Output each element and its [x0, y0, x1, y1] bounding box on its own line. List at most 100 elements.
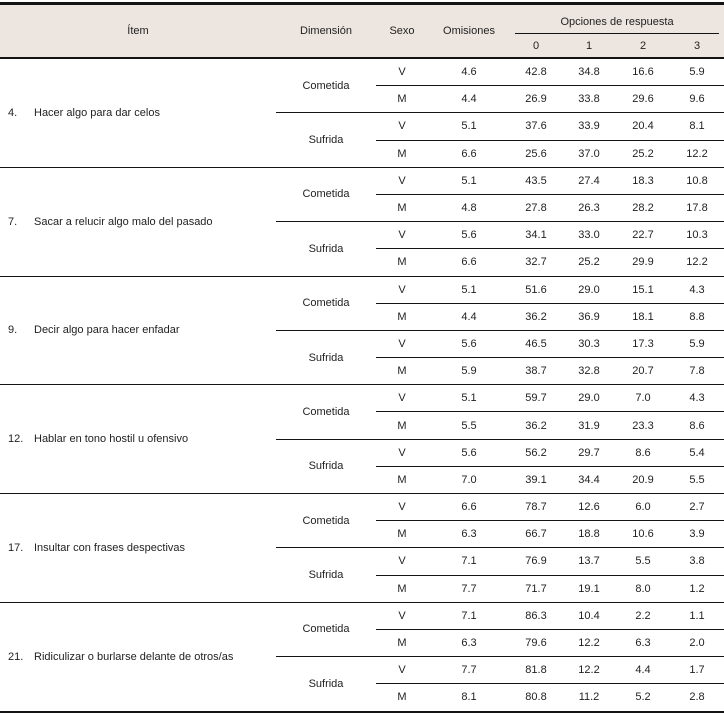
item-cell: 7. Sacar a relucir algo malo del pasado [0, 167, 276, 276]
option-value-cell: 5.9 [689, 66, 705, 79]
table-row: 4. Hacer algo para dar celos Cometida V 4.6 4… [0, 58, 724, 119]
dimension-cell: Sufrida [276, 329, 376, 385]
sexo-cell: V [376, 329, 428, 358]
table-row: 12. Hablar en tono hostil u ofensivo Comet… [0, 385, 724, 445]
option-value-cell: 6.3 [616, 628, 670, 657]
item-cell: 21. Ridiculizar o burlarse delante de otr… [0, 602, 276, 711]
item-group: 17. Insultar con frases despectivas Cometi… [0, 493, 724, 603]
item-cell: 9. Decir algo para hacer enfadar [0, 276, 276, 385]
option-value-cell: 29.0 [578, 392, 600, 405]
option-value-cell: 18.8 [562, 520, 616, 548]
option-value-cell: 66.7 [510, 520, 562, 548]
sexo-cell: M [376, 683, 428, 712]
option-value-cell: 81.8 [510, 656, 562, 684]
omisiones-cell: 6.3 [428, 520, 510, 548]
option-value-cell: 7.0 [635, 392, 651, 405]
option-value-cell: 42.8 [525, 66, 547, 79]
omisiones-cell: 5.1 [461, 283, 477, 296]
option-value-cell: 5.5 [670, 465, 724, 494]
omisiones-cell: 5.5 [428, 411, 510, 440]
option-value-cell: 80.8 [510, 683, 562, 712]
option-value-cell: 34.4 [562, 465, 616, 494]
sexo-cell: M [376, 628, 428, 657]
option-value-cell: 56.2 [510, 438, 562, 467]
option-value-cell: 10.3 [670, 221, 724, 249]
option-value-cell: 2.7 [689, 501, 705, 514]
omisiones-cell: 7.0 [428, 465, 510, 494]
omisiones-cell: 5.6 [428, 221, 510, 249]
sexo-cell: M [376, 357, 428, 385]
item-label: Insultar con frases despectivas [34, 541, 186, 554]
option-value-cell: 31.9 [562, 411, 616, 440]
dimension-cell: Cometida [302, 405, 350, 418]
omisiones-cell: 7.7 [428, 656, 510, 684]
omisiones-cell: 6.6 [461, 501, 477, 514]
option-value-cell: 33.9 [562, 112, 616, 141]
dimension-cell: Cometida [302, 188, 350, 201]
option-value-cell: 25.2 [616, 139, 670, 168]
option-value-cell: 5.5 [616, 547, 670, 576]
dimension-cell: Cometida [302, 297, 350, 310]
sexo-cell: M [376, 411, 428, 440]
sexo-cell: M [376, 574, 428, 603]
table-row: 21. Ridiculizar o burlarse delante de otr… [0, 602, 724, 663]
omisiones-cell: 4.8 [428, 193, 510, 222]
table-row: 17. Insultar con frases despectivas Cometi… [0, 494, 724, 554]
option-value-cell: 39.1 [510, 465, 562, 494]
item-label: Sacar a relucir algo malo del pasado [34, 215, 213, 228]
table-row: M 7.7 71.7 19.1 8.0 1.2 [0, 574, 724, 603]
omisiones-cell: 5.6 [428, 329, 510, 358]
option-value-cell: 20.9 [616, 465, 670, 494]
table-row: Sufrida V 5.6 46.5 30.3 17.3 5.9 [0, 329, 724, 385]
option-value-cell: 5.9 [670, 329, 724, 358]
option-value-cell: 6.0 [635, 501, 651, 514]
option-value-cell: 2.2 [635, 609, 651, 622]
option-value-cell: 2.0 [670, 628, 724, 657]
table-row: M 6.6 32.7 25.2 29.9 12.2 [0, 248, 724, 276]
column-header-opciones-group: Opciones de respuesta [510, 4, 724, 34]
omisiones-cell: 6.6 [428, 248, 510, 276]
option-value-cell: 8.0 [616, 574, 670, 603]
option-value-cell: 59.7 [525, 392, 547, 405]
option-value-cell: 26.9 [510, 85, 562, 113]
table-row: Sufrida V 5.6 56.2 29.7 8.6 5.4 [0, 438, 724, 494]
option-value-cell: 15.1 [632, 283, 654, 296]
item-number: 4. [8, 106, 18, 119]
option-value-cell: 38.7 [510, 357, 562, 385]
omisiones-cell: 5.1 [428, 112, 510, 141]
item-number: 9. [8, 324, 18, 337]
option-value-cell: 12.6 [578, 501, 600, 514]
sexo-cell: M [376, 520, 428, 548]
dimension-cell: Sufrida [276, 547, 376, 603]
table-row: Sufrida V 5.6 34.1 33.0 22.7 10.3 [0, 221, 724, 276]
omisiones-cell: 6.6 [428, 139, 510, 168]
option-value-cell: 36.9 [562, 302, 616, 331]
option-value-cell: 30.3 [562, 329, 616, 358]
option-value-cell: 76.9 [510, 547, 562, 576]
option-value-cell: 37.6 [510, 112, 562, 141]
option-value-cell: 20.4 [616, 112, 670, 141]
option-value-cell: 4.3 [689, 283, 705, 296]
table-row: M 4.8 27.8 26.3 28.2 17.8 [0, 193, 724, 222]
sexo-cell: V [398, 283, 406, 296]
dimension-cell: Sufrida [276, 656, 376, 712]
sexo-cell: V [398, 392, 406, 405]
option-value-cell: 23.3 [616, 411, 670, 440]
option-value-cell: 36.2 [510, 411, 562, 440]
item-group: 21. Ridiculizar o burlarse delante de otr… [0, 602, 724, 712]
table-row: M 6.6 25.6 37.0 25.2 12.2 [0, 139, 724, 168]
option-value-cell: 78.7 [525, 501, 547, 514]
option-value-cell: 18.3 [632, 174, 654, 187]
column-header-option-3: 3 [693, 39, 701, 52]
table-row: M 4.4 26.9 33.8 29.6 9.6 [0, 85, 724, 113]
option-value-cell: 32.8 [562, 357, 616, 385]
option-value-cell: 29.7 [562, 438, 616, 467]
option-value-cell: 25.6 [510, 139, 562, 168]
sexo-cell: V [398, 174, 406, 187]
omisiones-cell: 4.4 [428, 302, 510, 331]
dimension-cell: Sufrida [276, 112, 376, 168]
sexo-cell: M [376, 85, 428, 113]
omisiones-cell: 8.1 [428, 683, 510, 712]
option-value-cell: 79.6 [510, 628, 562, 657]
